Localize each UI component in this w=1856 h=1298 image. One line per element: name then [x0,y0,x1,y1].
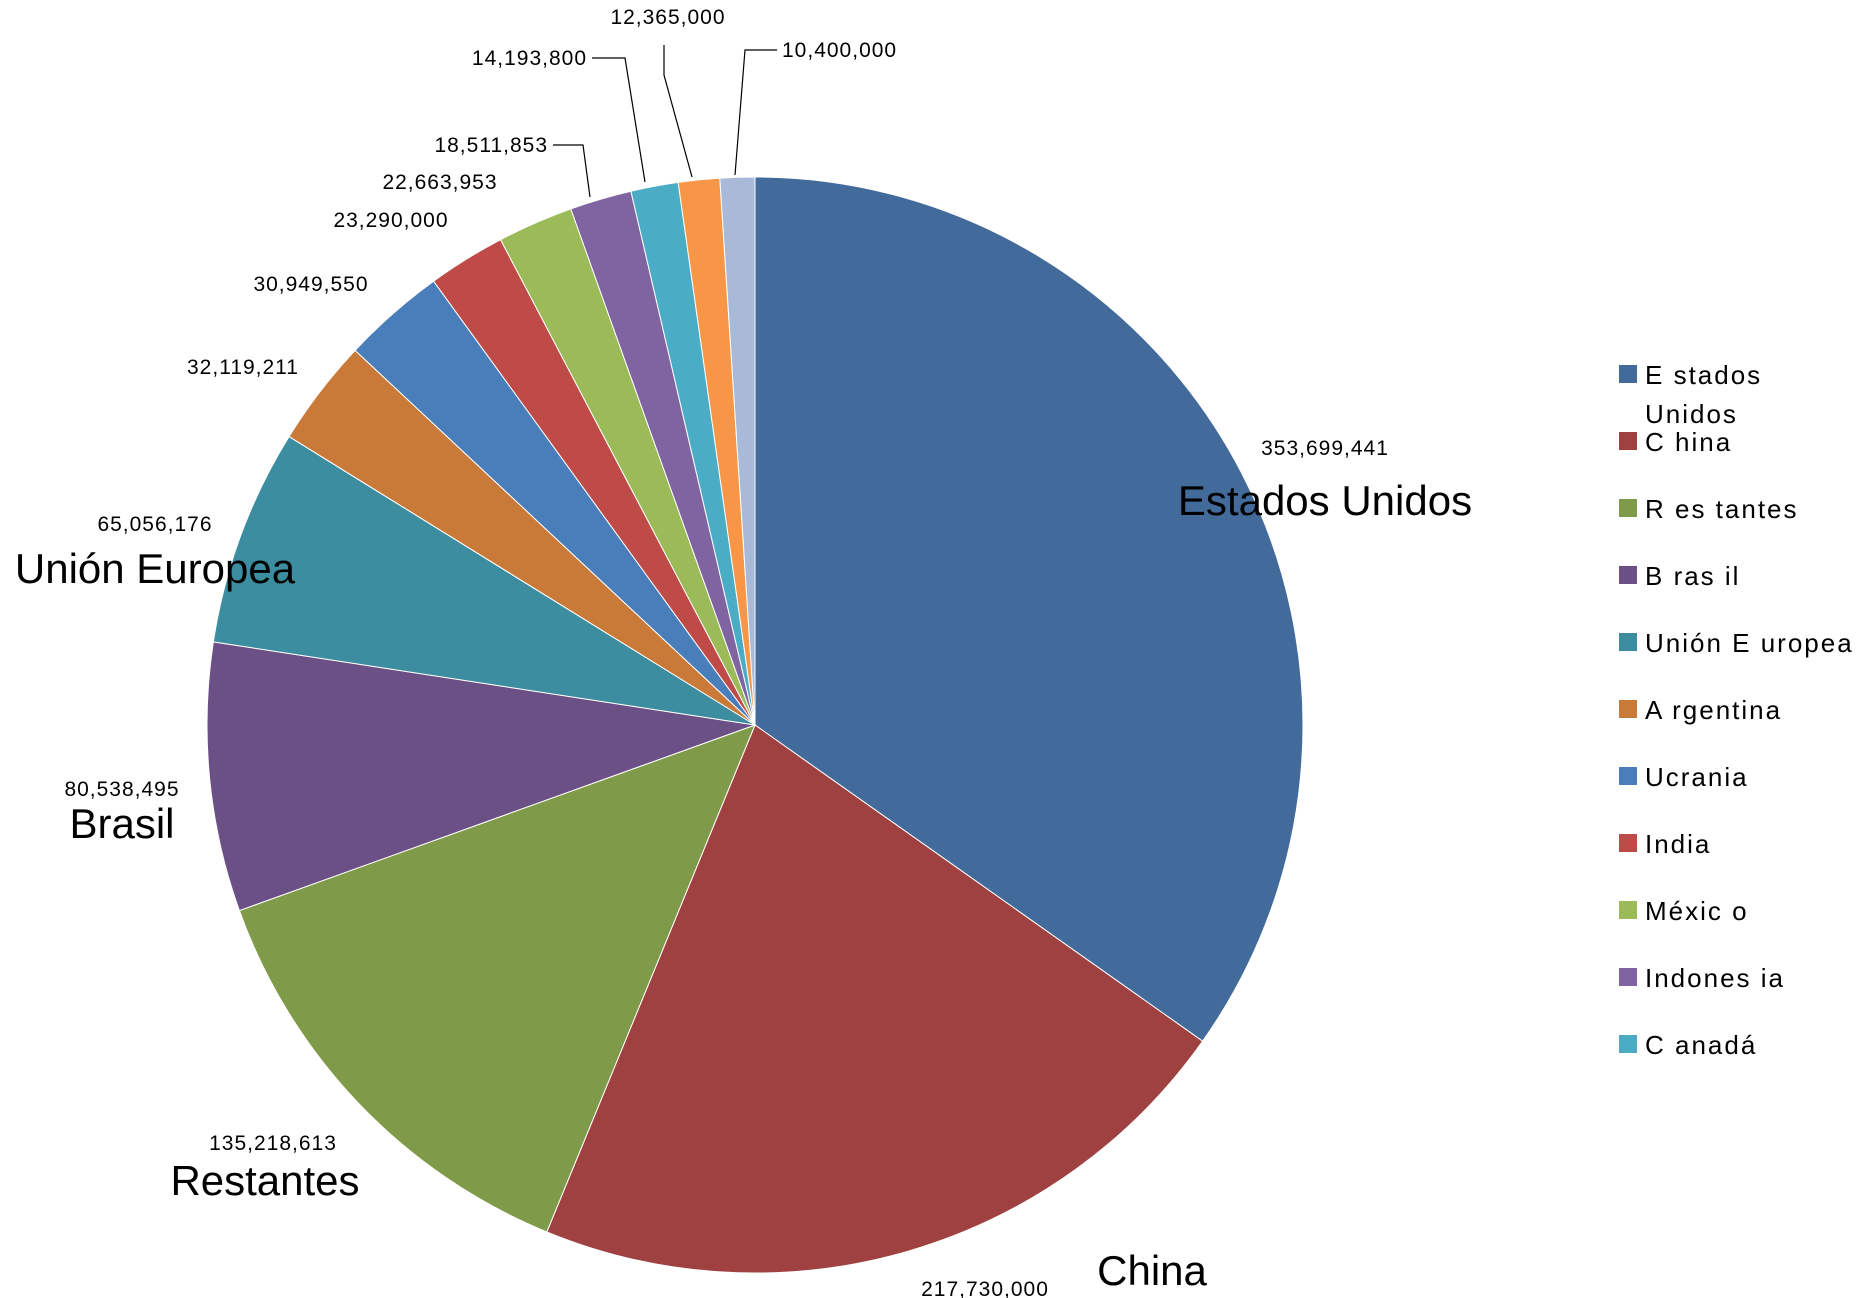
legend-swatch [1619,901,1637,919]
leader-line-canada [592,57,646,183]
leader-line-indonesia [553,144,591,198]
slice-name-label-estados-unidos: Estados Unidos [1178,477,1472,524]
legend-label: Unión E uropea [1645,628,1854,658]
legend-swatch [1619,968,1637,986]
slice-china [546,724,1204,1274]
legend-swatch [1619,499,1637,517]
legend-label: B ras il [1645,561,1740,591]
value-label-union-europea: 65,056,176 [97,513,212,536]
legend-label: R es tantes [1645,494,1799,524]
slice-estados-unidos [754,176,1304,1042]
legend-swatch [1619,365,1637,383]
leader-line-slice-11 [663,45,693,178]
legend-swatch [1619,1035,1637,1053]
value-label-mexico: 22,663,953 [382,171,497,194]
legend-label: A rgentina [1645,695,1782,725]
leader-line-slice-12 [734,49,777,176]
slice-restantes [238,724,756,1233]
slice-union-europea [212,435,756,726]
slice-name-label-union-europea: Unión Europea [15,545,296,592]
legend-swatch [1619,633,1637,651]
slice-name-label-brasil: Brasil [69,800,174,847]
value-labels: 353,699,441 217,730,000 135,218,613 80,538,… [64,6,1389,1298]
value-label-estados-unidos: 353,699,441 [1261,437,1389,460]
legend-label: Ucrania [1645,762,1749,792]
legend-label: C anadá [1645,1030,1757,1060]
value-label-slice-12: 10,400,000 [782,39,897,62]
legend-label: Méxic o [1645,896,1749,926]
value-label-canada: 14,193,800 [472,47,587,70]
value-label-indonesia: 18,511,853 [434,134,548,157]
legend-label: C hina [1645,427,1732,457]
slice-name-label-china: China [1097,1247,1207,1294]
slice-slice-12 [719,176,756,726]
leader-lines [553,45,777,198]
value-label-brasil: 80,538,495 [64,778,179,801]
value-label-ucrania: 30,949,550 [253,273,368,296]
legend-label: Indones ia [1645,963,1785,993]
pie-slices [206,176,1304,1274]
value-label-restantes: 135,218,613 [209,1132,337,1155]
legend-label: India [1645,829,1711,859]
legend-label-line2: Unidos [1645,399,1738,429]
value-label-slice-11: 12,365,000 [610,6,725,29]
legend-swatch [1619,834,1637,852]
slice-name-labels: Estados Unidos China Restantes Brasil Unión … [15,477,1472,1294]
value-label-india: 23,290,000 [333,209,448,232]
value-label-china: 217,730,000 [921,1278,1049,1298]
value-label-argentina: 32,119,211 [187,356,299,379]
legend-swatch [1619,767,1637,785]
slice-brasil [206,641,756,912]
legend-swatch [1619,700,1637,718]
legend-swatch [1619,566,1637,584]
legend-label: E stados [1645,360,1762,390]
slice-name-label-restantes: Restantes [170,1157,359,1204]
legend-swatch [1619,432,1637,450]
